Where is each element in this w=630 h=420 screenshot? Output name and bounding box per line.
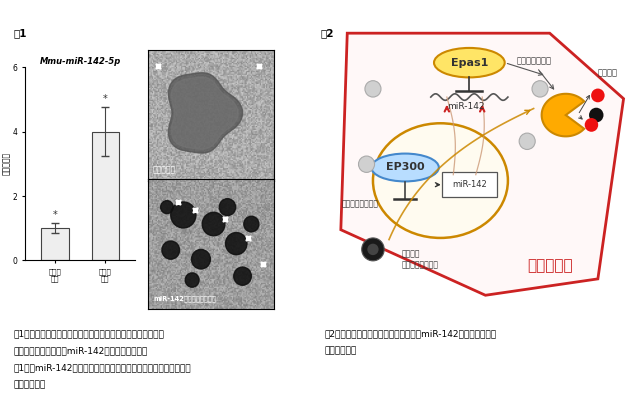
Ellipse shape — [161, 201, 173, 214]
Ellipse shape — [591, 89, 605, 102]
Text: 図1右：miR-142を発現させた細胞ではペルオキシソーム（矢印）: 図1右：miR-142を発現させた細胞ではペルオキシソーム（矢印） — [14, 363, 192, 372]
Polygon shape — [168, 73, 243, 153]
Ellipse shape — [434, 48, 505, 77]
Ellipse shape — [226, 233, 247, 255]
Text: Epas1: Epas1 — [450, 58, 488, 68]
Title: Mmu-miR-142-5p: Mmu-miR-142-5p — [40, 58, 121, 66]
Text: EP300: EP300 — [386, 163, 425, 173]
Ellipse shape — [373, 123, 508, 238]
Text: 活性酸素: 活性酸素 — [597, 68, 617, 77]
Text: miR-142を発現させた細胞: miR-142を発現させた細胞 — [153, 296, 216, 302]
Ellipse shape — [192, 249, 210, 269]
Text: が増加する。: が増加する。 — [14, 380, 46, 389]
Ellipse shape — [365, 81, 381, 97]
Polygon shape — [171, 77, 238, 149]
Ellipse shape — [234, 267, 251, 285]
Polygon shape — [542, 94, 584, 136]
Text: 加齢幹細胞: 加齢幹細胞 — [527, 258, 573, 273]
Y-axis label: 相対発現量: 相対発現量 — [3, 152, 11, 176]
Ellipse shape — [371, 154, 439, 181]
Ellipse shape — [362, 238, 384, 261]
Text: 髄間葉系幹細胞に比べmiR-142の発現量が多い。: 髄間葉系幹細胞に比べmiR-142の発現量が多い。 — [14, 346, 148, 355]
Text: メカニズム。: メカニズム。 — [324, 346, 357, 355]
Ellipse shape — [219, 199, 236, 215]
Text: 図1左：加齢マウスの骨髄間葉系幹細胞では、若齢マウスの骨: 図1左：加齢マウスの骨髄間葉系幹細胞では、若齢マウスの骨 — [14, 330, 164, 339]
Ellipse shape — [244, 216, 259, 232]
Text: *: * — [103, 94, 108, 104]
Ellipse shape — [185, 273, 199, 287]
Text: ペルオキシソーム: ペルオキシソーム — [341, 199, 379, 208]
Ellipse shape — [532, 81, 548, 97]
Text: miR-142: miR-142 — [452, 180, 487, 189]
Text: *: * — [53, 210, 57, 220]
Ellipse shape — [585, 118, 598, 132]
Ellipse shape — [162, 241, 180, 259]
Text: ベキソファジー: ベキソファジー — [516, 57, 551, 66]
Ellipse shape — [589, 108, 604, 123]
Ellipse shape — [171, 202, 196, 228]
Text: 図1: 図1 — [14, 28, 27, 38]
Polygon shape — [341, 33, 624, 295]
FancyBboxPatch shape — [442, 172, 496, 197]
Text: 正常な細胞: 正常な細胞 — [153, 166, 176, 175]
Text: 老化した
ペルオキシソーム: 老化した ペルオキシソーム — [402, 249, 439, 269]
Ellipse shape — [358, 156, 375, 172]
Text: 図2: 図2 — [320, 28, 333, 38]
Text: 図2：今回研究チームが明らかにした、miR-142による細胞老化: 図2：今回研究チームが明らかにした、miR-142による細胞老化 — [324, 330, 496, 339]
Bar — [42, 228, 69, 260]
Ellipse shape — [367, 244, 379, 255]
Ellipse shape — [519, 133, 536, 150]
Ellipse shape — [202, 213, 225, 236]
Text: miR-142: miR-142 — [447, 102, 485, 111]
Bar — [91, 131, 119, 260]
